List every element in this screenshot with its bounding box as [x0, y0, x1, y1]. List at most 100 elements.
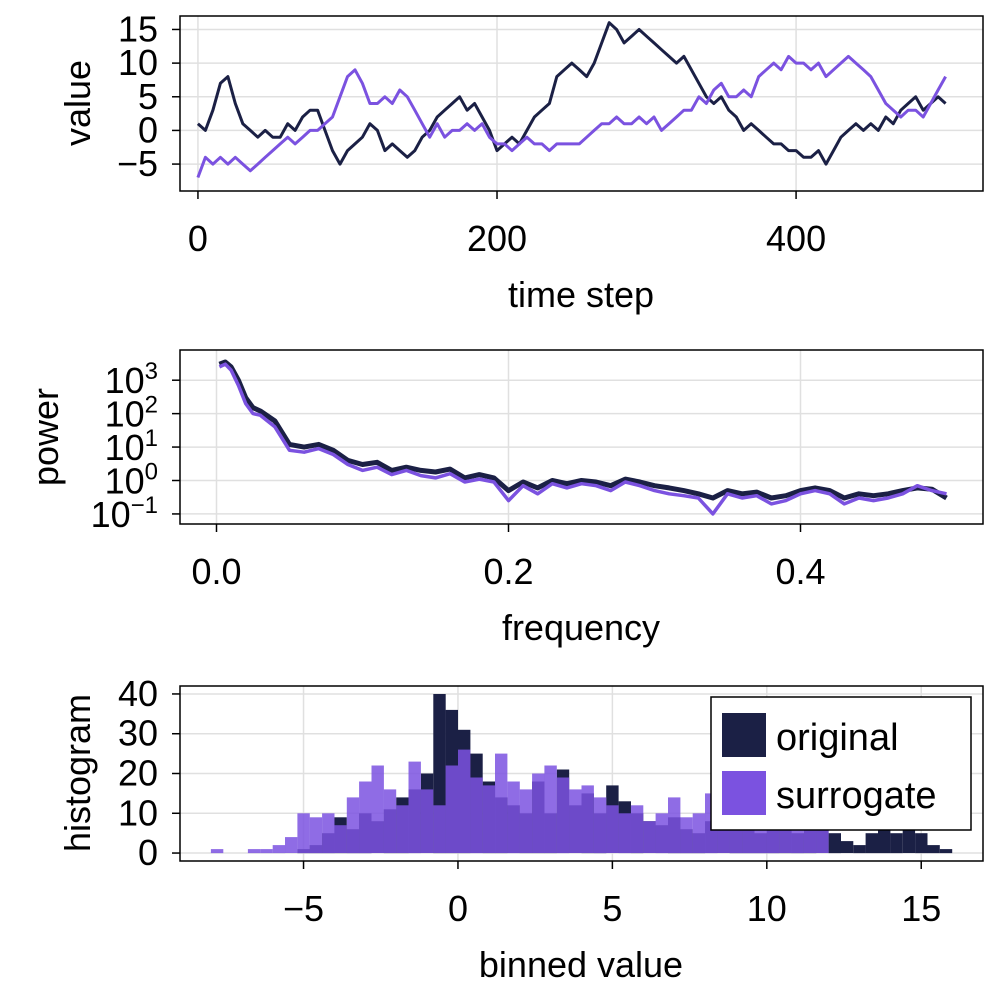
- histogram-bar-surrogate: [581, 785, 594, 853]
- histogram-bar-surrogate: [668, 797, 681, 854]
- histogram-bar-surrogate: [692, 813, 706, 854]
- histogram-bar-original: [890, 833, 903, 854]
- timeseries-ytick-label: 0: [138, 109, 158, 150]
- histogram-bar-surrogate: [680, 817, 693, 854]
- histogram-bar-surrogate: [408, 761, 421, 854]
- legend-label-surrogate: surrogate: [776, 775, 937, 817]
- histogram-bar-surrogate: [532, 773, 545, 853]
- spectrum-lines: [218, 359, 948, 516]
- timeseries-ylabel: value: [57, 60, 98, 146]
- spectrum-ytick-label: 10−1: [91, 492, 158, 535]
- histogram-bar-surrogate: [507, 781, 520, 854]
- histogram-xtick-label: 10: [747, 888, 787, 929]
- spectrum-ylabel: power: [25, 388, 66, 486]
- histogram-bar-surrogate: [556, 777, 570, 854]
- histogram-bar-surrogate: [334, 825, 347, 853]
- histogram-ytick-label: 40: [118, 673, 158, 714]
- histogram-bar-surrogate: [260, 849, 273, 854]
- histogram-bar-surrogate: [297, 813, 310, 854]
- histogram-bar-surrogate: [618, 813, 631, 854]
- histogram-bar-surrogate: [285, 837, 298, 853]
- histogram-bar-surrogate: [445, 765, 458, 853]
- histogram-bar-surrogate: [272, 845, 286, 854]
- histogram-bar-surrogate: [593, 797, 607, 854]
- legend-swatch-surrogate: [722, 771, 766, 815]
- timeseries-ytick-label: −5: [117, 143, 158, 184]
- histogram-bar-original: [828, 833, 841, 854]
- histogram-xtick-label: 0: [448, 888, 468, 929]
- histogram-bar-surrogate: [643, 821, 656, 853]
- histogram-bar-original: [927, 845, 940, 854]
- histogram-bar-surrogate: [495, 753, 508, 853]
- histogram-ytick-label: 20: [118, 753, 158, 794]
- histogram-bar-surrogate: [396, 805, 409, 853]
- timeseries-xtick-label: 0: [188, 218, 208, 259]
- histogram-bar-original: [865, 833, 878, 854]
- timeseries-frame: [179, 15, 984, 192]
- histogram-bar-surrogate: [346, 797, 360, 854]
- histogram-bar-surrogate: [606, 805, 619, 853]
- legend-swatch-original: [722, 713, 766, 757]
- spectrum-line-original: [218, 359, 948, 501]
- timeseries-ytick-label: 10: [118, 42, 158, 83]
- histogram-bar-surrogate: [210, 849, 224, 854]
- histogram-bar-surrogate: [371, 765, 384, 853]
- spectrum-xtick-label: 0.4: [775, 551, 825, 592]
- timeseries-ytick-label: 5: [138, 76, 158, 117]
- histogram-ytick-label: 10: [118, 792, 158, 833]
- histogram-bar-surrogate: [322, 813, 335, 854]
- histogram-bar-original: [840, 841, 854, 853]
- spectrum-xtick-label: 0.0: [191, 551, 241, 592]
- timeseries-ytick-label: 15: [118, 8, 158, 49]
- histogram-bar-surrogate: [482, 785, 496, 853]
- histogram-bar-surrogate: [309, 817, 323, 854]
- histogram-bar-surrogate: [383, 789, 397, 853]
- histogram-xlabel: binned value: [479, 944, 683, 985]
- histogram-bar-surrogate: [359, 781, 372, 854]
- timeseries-grid: [180, 16, 983, 191]
- histogram-bar-surrogate: [519, 789, 533, 853]
- histogram-xtick-label: 5: [602, 888, 622, 929]
- spectrum-ytick-label: 103: [105, 358, 158, 401]
- spectrum-xlabel: frequency: [502, 607, 660, 648]
- legend-label-original: original: [776, 717, 899, 759]
- histogram-xtick-label: 15: [901, 888, 941, 929]
- histogram-bar-original: [939, 849, 953, 854]
- histogram-xticks: −5 0 5 10 15: [283, 861, 941, 929]
- spectrum-xticks: 0.0 0.2 0.4: [191, 524, 826, 592]
- histogram-legend: original surrogate: [710, 696, 972, 831]
- histogram-bar-surrogate: [655, 813, 668, 854]
- histogram-ylabel: histogram: [57, 694, 98, 852]
- spectrum-ytick-label: 102: [105, 392, 158, 435]
- histogram-bar-surrogate: [420, 789, 434, 853]
- histogram-bar-original: [902, 825, 916, 853]
- timeseries-xtick-label: 200: [467, 218, 527, 259]
- timeseries-lines: [196, 21, 947, 179]
- histogram-bar-surrogate: [458, 749, 471, 853]
- histogram-bar-original: [915, 833, 928, 854]
- histogram-bar-surrogate: [544, 765, 557, 853]
- timeseries-xtick-label: 400: [766, 218, 826, 259]
- spectrum-ytick-label: 101: [105, 425, 158, 468]
- timeseries-xlabel: time step: [508, 274, 654, 315]
- histogram-bar-surrogate: [247, 849, 261, 854]
- timeseries-line-original: [196, 21, 947, 166]
- histogram-bar-surrogate: [470, 777, 483, 854]
- histogram-xtick-label: −5: [283, 888, 324, 929]
- spectrum-ytick-label: 100: [105, 459, 158, 502]
- spectrum-xtick-label: 0.2: [483, 551, 533, 592]
- histogram-bar-surrogate: [630, 805, 644, 853]
- spectrum-frame: [179, 349, 984, 525]
- histogram-bar-surrogate: [433, 805, 446, 853]
- histogram-bar-original: [853, 845, 866, 854]
- spectrum-line-surrogate: [218, 362, 947, 516]
- timeseries-xticks: 0 200 400: [188, 191, 826, 259]
- histogram-ytick-label: 0: [138, 832, 158, 873]
